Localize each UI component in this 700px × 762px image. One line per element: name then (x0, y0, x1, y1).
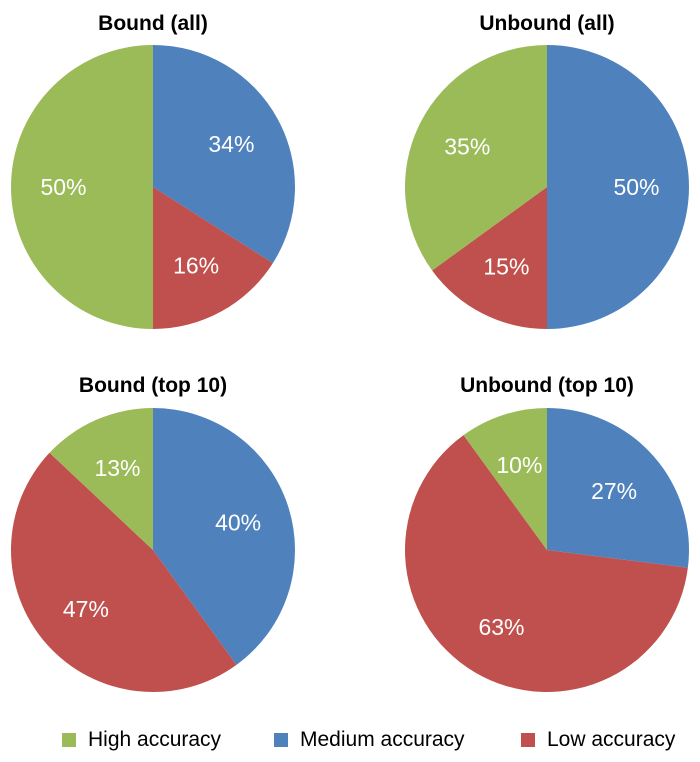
pie-bound-all: Bound (all) 34% 16% 50% (11, 12, 295, 329)
slice-label-bound-top10-low: 47% (63, 596, 109, 622)
legend-swatch-high (62, 733, 76, 747)
legend-label-low: Low accuracy (547, 728, 676, 751)
pie-bound-top10: Bound (top 10) 40% 47% 13% (10, 374, 296, 693)
slice-label-unbound-all-low: 15% (483, 254, 529, 280)
legend-swatch-low (521, 733, 535, 747)
pie-title-unbound-top10: Unbound (top 10) (460, 374, 634, 397)
pie-slice-unbound-top10-high (463, 408, 547, 550)
pie-slice-bound-top10-high (49, 408, 153, 550)
slice-label-unbound-top10-high: 10% (496, 452, 542, 478)
pie-slice-unbound-all-medium (547, 45, 689, 329)
pie-title-bound-all: Bound (all) (98, 12, 208, 35)
pie-slice-bound-all-high (11, 45, 153, 329)
pie-title-bound-top10: Bound (top 10) (79, 374, 227, 397)
slice-label-bound-all-medium: 34% (208, 131, 254, 157)
legend-item-low: Low accuracy (521, 724, 675, 756)
legend-item-high: High accuracy (62, 724, 221, 756)
slice-label-unbound-all-medium: 50% (613, 174, 659, 200)
pie-slice-bound-all-low (153, 187, 273, 329)
pie-chart-figure: Bound (all) 34% 16% 50% Unbound (all) 50% 15%… (10, 12, 689, 693)
slice-label-unbound-top10-low: 63% (478, 614, 524, 640)
pie-slice-unbound-all-high (404, 44, 547, 271)
slice-label-unbound-all-high: 35% (444, 133, 490, 159)
legend-swatch-medium (274, 733, 288, 747)
slice-label-bound-top10-medium: 40% (215, 509, 261, 535)
pie-unbound-all: Unbound (all) 50% 15% 35% (404, 12, 689, 330)
pie-slice-unbound-top10-medium (547, 408, 689, 568)
legend-label-high: High accuracy (88, 728, 222, 751)
slice-label-bound-all-high: 50% (40, 174, 86, 200)
pie-slice-unbound-all-low (432, 187, 547, 330)
pie-slice-unbound-top10-low (405, 435, 688, 692)
legend-item-medium: Medium accuracy (274, 724, 465, 756)
legend-label-medium: Medium accuracy (300, 728, 465, 751)
pie-slice-bound-top10-medium (153, 408, 296, 665)
slice-label-unbound-top10-medium: 27% (591, 478, 637, 504)
legend: High accuracy Medium accuracy Low accura… (0, 724, 700, 756)
pie-slice-bound-top10-low (10, 452, 237, 693)
pie-title-unbound-all: Unbound (all) (479, 12, 614, 35)
pie-unbound-top10: Unbound (top 10) 27% 63% 10% (405, 374, 689, 692)
slice-label-bound-top10-high: 13% (94, 455, 140, 481)
slice-label-bound-all-low: 16% (173, 252, 219, 278)
pie-slice-bound-all-medium (153, 45, 295, 264)
